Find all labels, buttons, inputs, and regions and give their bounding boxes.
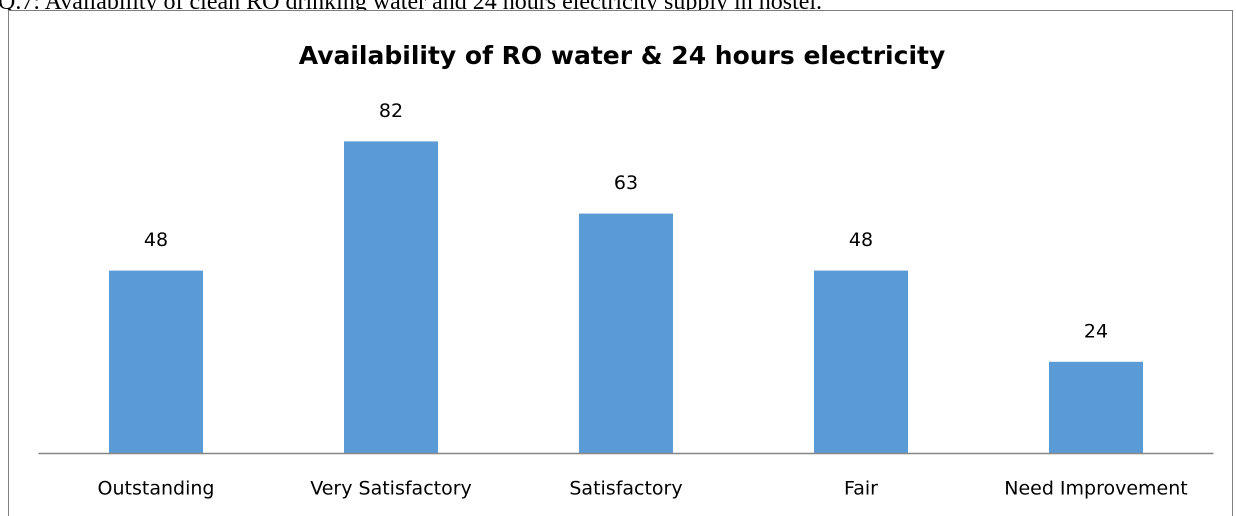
x-tick-label: Satisfactory xyxy=(569,478,682,500)
data-label: 48 xyxy=(849,229,873,251)
bar xyxy=(1049,361,1143,453)
data-label: 24 xyxy=(1084,320,1108,342)
x-tick-label: Fair xyxy=(844,478,878,500)
bar xyxy=(579,213,673,453)
bar xyxy=(109,270,203,453)
data-label: 48 xyxy=(144,229,168,251)
bar xyxy=(814,270,908,453)
data-label: 63 xyxy=(614,172,638,194)
x-tick-label: Need Improvement xyxy=(1004,478,1188,500)
data-label: 82 xyxy=(379,100,403,122)
bar xyxy=(344,141,438,453)
x-tick-label: Outstanding xyxy=(98,478,215,500)
chart-title: Availability of RO water & 24 hours elec… xyxy=(299,41,946,70)
x-tick-label: Very Satisfactory xyxy=(310,478,472,500)
